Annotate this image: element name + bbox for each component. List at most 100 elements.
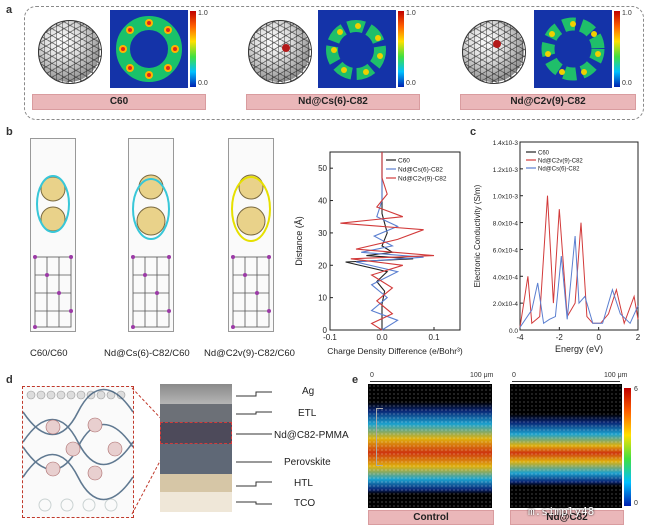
layer-label-perovskite: Perovskite [284, 457, 331, 468]
chart-b-ytick-label: 20 [318, 261, 327, 270]
chart-b-series-line [340, 152, 435, 331]
chart-b-ytick-label: 10 [318, 294, 327, 303]
chart-c-legend-label: C60 [538, 151, 550, 157]
colorbar-a1 [190, 11, 196, 87]
colorbar-a1-min: 0.0 [198, 80, 208, 87]
chart-c-xtick-label: 0 [596, 333, 601, 342]
sim-box-3 [228, 138, 274, 332]
chart-b-ytick-label: 40 [318, 197, 327, 206]
colorbar-a3-max: 1.0 [622, 10, 632, 17]
chart-c-series-line [519, 235, 639, 328]
chart-b-xtick-label: 0.0 [376, 333, 388, 342]
chart-c-ytick-label: 6.0x10-4 [493, 247, 519, 254]
panel-label-d: d [6, 374, 13, 386]
panel-label-a: a [6, 4, 13, 16]
colorbar-a2-max: 1.0 [406, 10, 416, 17]
chart-c-ytick-label: 2.0x10-4 [493, 301, 519, 308]
colorbar-a1-max: 1.0 [198, 10, 208, 17]
c60-cage-lattice [38, 20, 102, 84]
scale-bar-2 [512, 381, 620, 382]
zoom-inset [22, 386, 134, 518]
colorbar-a2 [398, 11, 404, 87]
colorbar-a3-min: 0.0 [622, 80, 632, 87]
chart-c-legend-label: Nd@C2v(9)-C82 [538, 159, 583, 165]
chart-b-legend-label: Nd@C2v(9)-C82 [398, 176, 447, 183]
watermark: m.simply48 [528, 505, 595, 518]
chart-b-series-line [345, 152, 414, 330]
scale-start-1: 0 [370, 372, 374, 379]
chart-c-ylabel: Electronic Conductivity (S/m) [473, 184, 482, 287]
zoom-lines [131, 387, 169, 515]
pl-map-control [368, 384, 492, 508]
label-nd-cs: Nd@Cs(6)-C82 [246, 94, 420, 110]
sim-label-2: Nd@Cs(6)-C82/C60 [104, 348, 190, 359]
chart-b-legend-label: C60 [398, 158, 410, 165]
layer-etl [160, 404, 232, 422]
sim-box-1 [30, 138, 76, 332]
pl-map-nd [510, 384, 622, 508]
sim-box-2 [128, 138, 174, 332]
ndc2v-cage-lattice [462, 20, 526, 84]
chart-b-series-line [355, 152, 424, 331]
scale-end-2: 100 μm [604, 372, 628, 379]
device-stack [156, 384, 236, 514]
chart-c-legend-label: Nd@Cs(6)-C82 [538, 167, 580, 173]
chart-c-xtick-label: 2 [636, 333, 641, 342]
layer-ag [160, 384, 232, 404]
label-nd: Nd@C82 [510, 510, 624, 525]
chart-c-xlabel: Energy (eV) [555, 344, 603, 354]
chart-b-xtick-label: -0.1 [323, 333, 337, 342]
layer-htl [160, 474, 232, 492]
colorbar-a2-min: 0.0 [406, 80, 416, 87]
chart-b-ytick-label: 50 [318, 164, 327, 173]
chart-c-series-line [519, 195, 639, 328]
layer-leaders [236, 391, 272, 505]
chart-c-xtick-label: -4 [516, 333, 524, 342]
layer-perovskite [160, 444, 232, 474]
label-c60: C60 [32, 94, 206, 110]
chart-c-xtick-label: -2 [556, 333, 564, 342]
colorbar-e [624, 388, 631, 506]
chart-charge-density: -0.1 0.0 0.1 0 10 20 30 40 50 Charge Density Diff… [294, 151, 463, 356]
layer-label-ag: Ag [302, 386, 315, 397]
colorbar-e-max: 6 [634, 386, 638, 393]
layer-tco [160, 492, 232, 512]
layer-nd-pmma [160, 422, 232, 444]
scale-bar-1 [370, 381, 490, 382]
sim-label-1: C60/C60 [30, 348, 68, 359]
label-control: Control [368, 510, 494, 525]
ndc2v-density-map [534, 10, 612, 88]
chart-b-ylabel: Distance (Å) [294, 216, 304, 266]
panel-label-e: e [352, 374, 359, 386]
chart-b-xtick-label: 0.1 [428, 333, 440, 342]
chart-c-ytick-label: 1.4x10-3 [493, 140, 519, 147]
colorbar-a3 [614, 11, 620, 87]
chart-b-ytick-label: 0 [323, 326, 328, 335]
ndcs-density-map [318, 10, 396, 88]
sim-label-3: Nd@C2v(9)-C82/C60 [204, 348, 295, 359]
chart-c-ytick-label: 1.2x10-3 [493, 167, 519, 174]
ndcs-cage-lattice [248, 20, 312, 84]
colorbar-e-min: 0 [634, 500, 638, 507]
chart-b-xlabel: Charge Density Difference (e/Bohr³) [327, 346, 463, 356]
nd-atom-c2v [493, 40, 501, 48]
panel-a-frame [24, 6, 644, 120]
layer-label-htl: HTL [294, 478, 313, 489]
chart-b-legend-label: Nd@Cs(6)-C82 [398, 167, 443, 174]
layer-label-pmma: Nd@C82-PMMA [274, 430, 349, 441]
chart-c-ytick-label: 0.0 [509, 328, 518, 335]
c60-density-map [110, 10, 188, 88]
chart-b-frame [329, 151, 461, 331]
nd-atom-cs [282, 44, 290, 52]
panel-label-c: c [470, 126, 477, 138]
layer-label-tco: TCO [294, 498, 316, 509]
layer-label-etl: ETL [298, 408, 317, 419]
chart-c-ytick-label: 1.0x10-3 [493, 194, 519, 201]
chart-conductivity: -4 -2 0 2 0.0 2.0x10-4 4.0x10-4 6.0x10-4 8.0x10-… [473, 140, 641, 354]
scale-end-1: 100 μm [470, 372, 494, 379]
chart-c-ytick-label: 8.0x10-4 [493, 221, 519, 228]
label-nd-c2v: Nd@C2v(9)-C82 [460, 94, 636, 110]
chart-b-ytick-label: 30 [318, 229, 327, 238]
chart-c-ytick-label: 4.0x10-4 [493, 274, 519, 281]
panel-label-b: b [6, 126, 13, 138]
